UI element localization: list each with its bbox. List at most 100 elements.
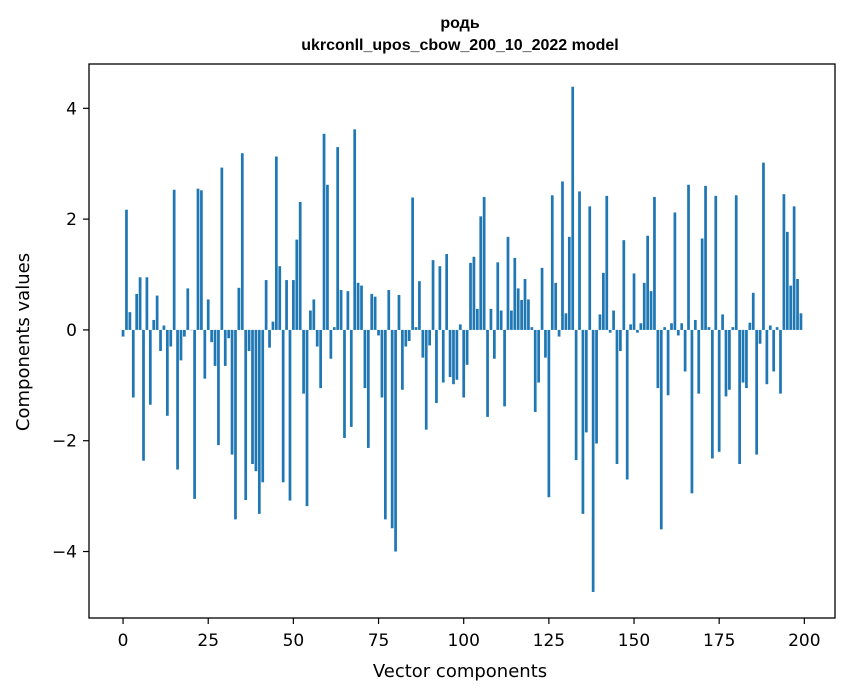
bar (779, 329, 782, 394)
chart-title: родь (440, 15, 479, 32)
bar (380, 329, 384, 398)
bar (302, 329, 305, 394)
bar (595, 329, 598, 444)
bar (278, 266, 282, 330)
bar (748, 322, 752, 330)
bar (295, 239, 299, 330)
bar (125, 209, 128, 330)
bar (632, 273, 636, 330)
bar (240, 153, 244, 330)
bar (584, 329, 588, 433)
bar (162, 325, 166, 330)
bar (339, 290, 343, 330)
bar (121, 329, 125, 337)
bar (486, 329, 489, 417)
bar (356, 282, 360, 330)
bar (128, 312, 132, 330)
bar (738, 329, 741, 464)
bar (288, 329, 292, 501)
bar (717, 329, 721, 452)
bar (268, 329, 271, 348)
bar (527, 299, 530, 330)
bar (537, 329, 541, 383)
bar (482, 196, 486, 330)
bar (305, 329, 309, 507)
bar (731, 327, 735, 330)
bar (441, 329, 445, 383)
bar (547, 329, 551, 498)
bar (247, 329, 251, 351)
bar (510, 310, 513, 330)
bar (346, 291, 350, 330)
bar (673, 212, 677, 330)
bar (445, 254, 449, 330)
bar (711, 329, 714, 459)
bar (768, 325, 772, 330)
bar (428, 329, 432, 346)
bar (622, 240, 626, 330)
bar (479, 216, 483, 330)
bar (360, 285, 363, 330)
bar (213, 329, 217, 366)
bar (414, 327, 418, 330)
bar (666, 329, 670, 396)
bar (496, 262, 500, 330)
bar (506, 236, 510, 330)
bar (353, 129, 357, 330)
bar (220, 167, 224, 330)
bar (636, 329, 639, 333)
bar (210, 329, 213, 343)
bar (615, 329, 619, 464)
bar (257, 329, 261, 514)
bar (544, 329, 547, 358)
bar (574, 329, 578, 461)
bar (186, 288, 190, 330)
bar (469, 262, 472, 330)
bar (135, 293, 139, 330)
bar (421, 329, 425, 358)
bar (676, 329, 680, 336)
bar (728, 329, 731, 390)
bar (411, 197, 414, 330)
bar (404, 329, 408, 347)
bar (251, 329, 254, 464)
x-tick-label: 0 (118, 631, 129, 651)
y-tick-label: −4 (52, 543, 77, 563)
bar (697, 329, 701, 394)
bar (605, 195, 609, 330)
bar (206, 299, 210, 330)
bar (588, 206, 592, 330)
bar (319, 329, 322, 389)
bar (489, 308, 493, 330)
bar (462, 329, 466, 398)
bar (540, 267, 544, 330)
bar (401, 329, 404, 390)
bar (155, 295, 159, 330)
bar (332, 327, 336, 330)
bar (612, 310, 615, 330)
bar (704, 185, 707, 330)
y-axis-ticks: −4 −2 0 2 4 (52, 99, 89, 563)
bar (244, 329, 248, 500)
bar (292, 280, 295, 330)
bar (183, 329, 186, 337)
bar (745, 329, 748, 389)
bar (322, 133, 326, 330)
bar (142, 329, 145, 461)
bar (564, 313, 568, 330)
x-tick-label: 150 (618, 631, 650, 651)
bar (683, 329, 687, 372)
bar (230, 329, 234, 455)
bar (530, 327, 534, 330)
y-tick-label: −2 (52, 432, 77, 452)
bar (387, 290, 391, 330)
bar (656, 329, 660, 389)
bar (448, 329, 452, 378)
bar (782, 194, 786, 330)
bar (758, 329, 762, 344)
bar (523, 278, 527, 330)
bar (227, 329, 231, 339)
bar (309, 310, 312, 330)
bar (196, 188, 200, 330)
